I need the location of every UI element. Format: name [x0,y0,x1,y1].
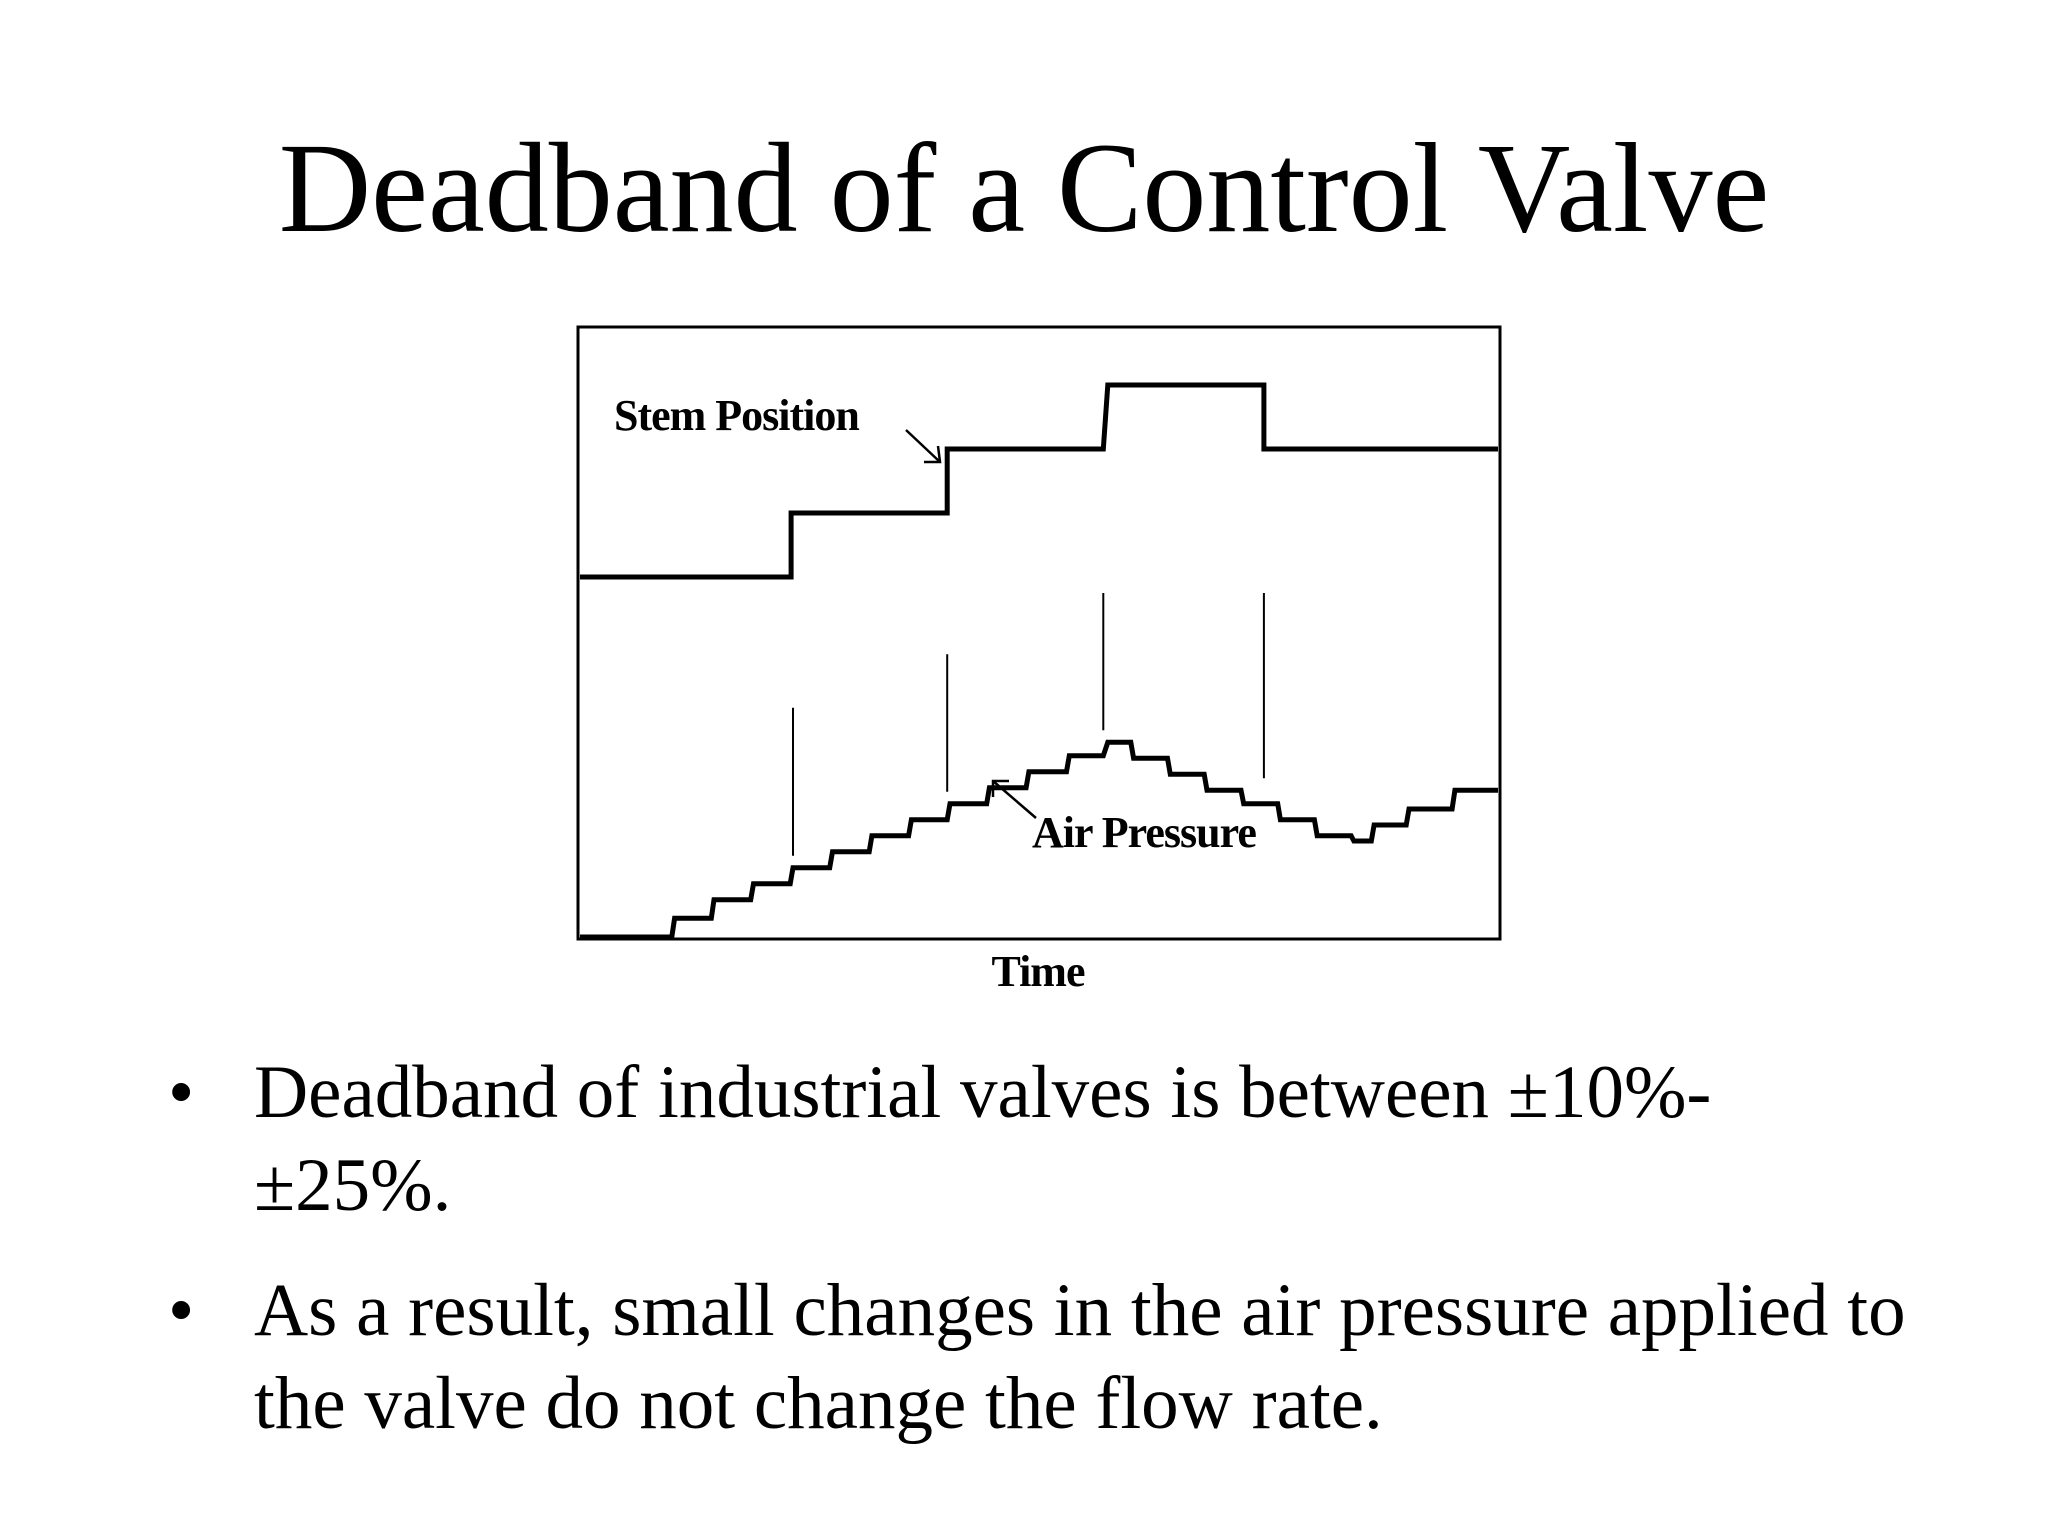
series-lines [580,382,1498,940]
air-series-line [580,739,1498,940]
slide-title: Deadband of a Control Valve [278,117,1770,259]
stem-position-label: Stem Position [614,391,859,440]
drop-lines [792,593,1265,856]
air-pressure-arrow [991,779,1037,819]
air-pressure-label: Air Pressure [1032,808,1256,857]
bullet-marker: • [168,1269,195,1352]
bullet-item: • As a result, small changes in the air … [168,1264,1908,1450]
bullet-text: Deadband of industrial valves is between… [254,1051,1712,1227]
bullet-list: • Deadband of industrial valves is betwe… [168,1046,1908,1482]
chart-frame [576,325,1502,941]
bullet-item: • Deadband of industrial valves is betwe… [168,1046,1908,1232]
bullet-text: As a result, small changes in the air pr… [254,1269,1906,1445]
bullet-marker: • [168,1051,195,1134]
stem-position-arrow [905,429,942,464]
x-axis-label: Time [992,947,1085,996]
stem-series-line [580,382,1498,580]
